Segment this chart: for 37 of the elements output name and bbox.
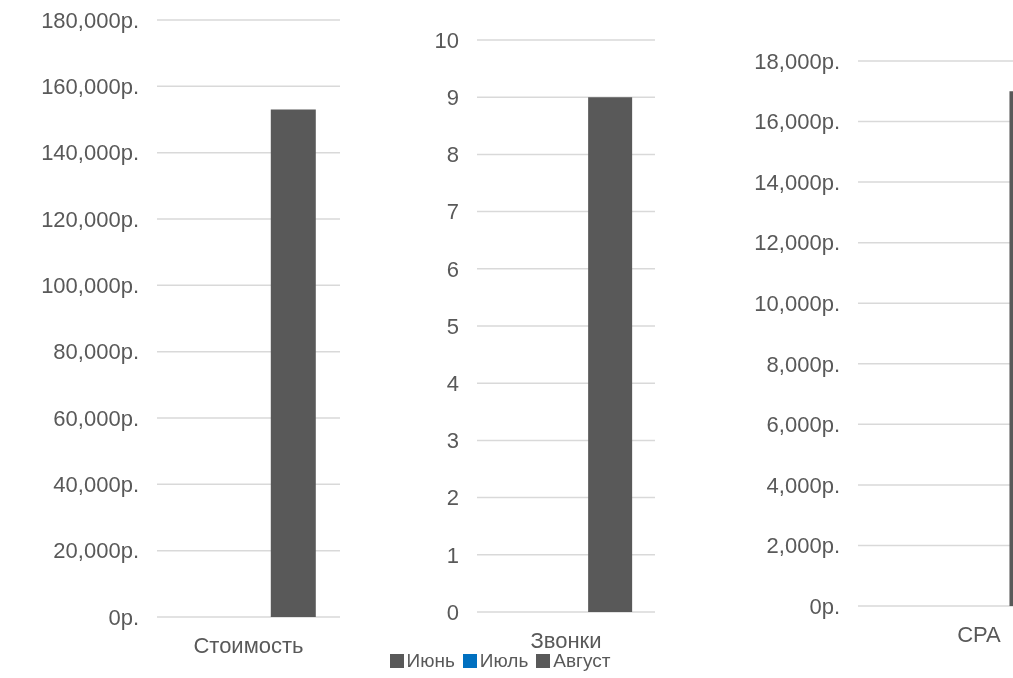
y-tick-label: 2 bbox=[446, 485, 459, 511]
legend-label: Июнь bbox=[406, 650, 455, 672]
y-tick-label: 40,000р. bbox=[53, 472, 139, 498]
legend-label: Август bbox=[553, 650, 611, 672]
y-tick-label: 20,000р. bbox=[53, 538, 139, 564]
y-tick-label: 80,000р. bbox=[53, 339, 139, 365]
y-tick-label: 180,000р. bbox=[41, 7, 139, 33]
y-tick-label: 4,000р. bbox=[766, 472, 840, 498]
y-tick-label: 6 bbox=[446, 256, 459, 282]
y-tick-label: 140,000р. bbox=[41, 140, 139, 166]
y-tick-label: 16,000р. bbox=[754, 109, 840, 135]
y-tick-label: 0р. bbox=[809, 593, 840, 619]
y-tick-label: 120,000р. bbox=[41, 206, 139, 232]
y-tick-label: 5 bbox=[446, 313, 459, 339]
legend-label: Июль bbox=[479, 650, 529, 672]
y-tick-label: 18,000р. bbox=[754, 48, 840, 74]
y-tick-label: 4 bbox=[446, 371, 459, 397]
x-tick-label: Стоимость bbox=[193, 632, 304, 658]
y-tick-label: 100,000р. bbox=[41, 273, 139, 299]
y-tick-label: 60,000р. bbox=[53, 405, 139, 431]
y-tick-label: 6,000р. bbox=[766, 412, 840, 438]
x-tick-label: Звонки bbox=[530, 627, 602, 653]
y-tick-label: 3 bbox=[446, 428, 459, 454]
y-tick-label: 0р. bbox=[108, 604, 139, 630]
y-tick-label: 7 bbox=[446, 199, 459, 225]
y-tick-label: 0 bbox=[446, 599, 459, 625]
y-tick-label: 10,000р. bbox=[754, 291, 840, 317]
y-tick-label: 8 bbox=[446, 142, 459, 168]
y-tick-label: 12,000р. bbox=[754, 230, 840, 256]
y-tick-label: 1 bbox=[446, 542, 459, 568]
y-tick-label: 160,000р. bbox=[41, 74, 139, 100]
y-tick-label: 10 bbox=[434, 27, 459, 53]
y-tick-label: 2,000р. bbox=[766, 533, 840, 559]
y-tick-label: 8,000р. bbox=[766, 351, 840, 377]
y-tick-label: 14,000р. bbox=[754, 169, 840, 195]
y-tick-label: 9 bbox=[446, 85, 459, 111]
x-tick-label: CPA bbox=[957, 621, 1002, 647]
